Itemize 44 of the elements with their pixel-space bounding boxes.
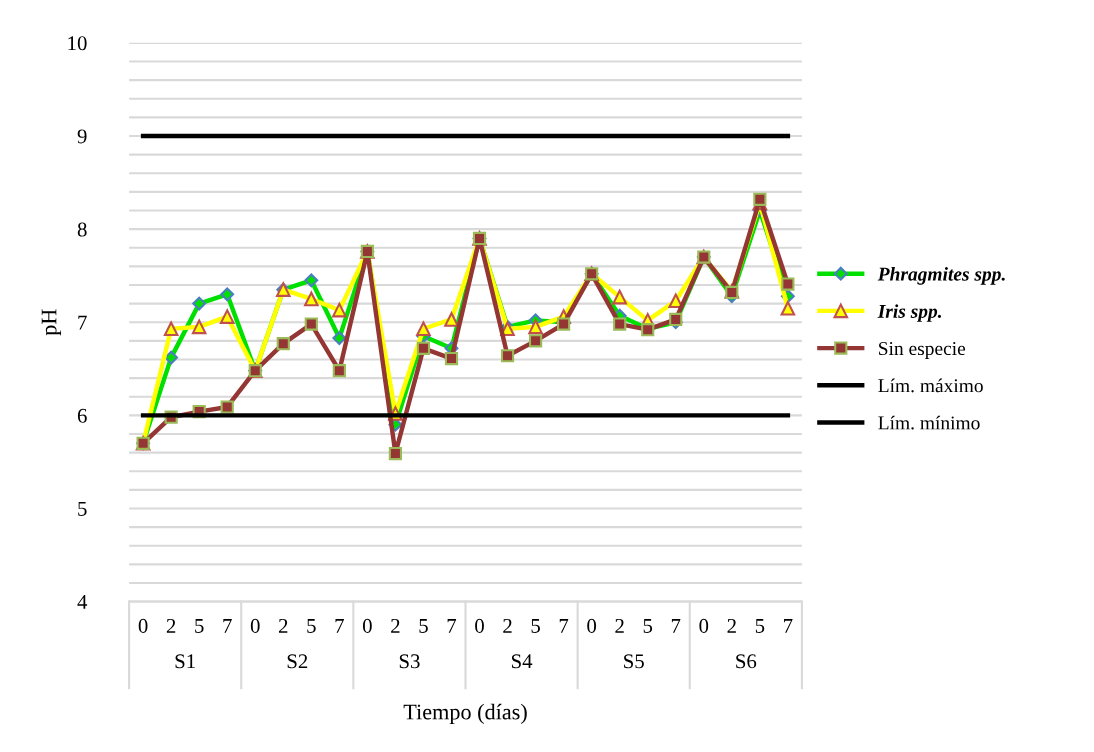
x-tick-label: 0 [699, 618, 709, 633]
x-tick-label: 0 [138, 618, 148, 633]
x-tick-label: 2 [166, 618, 176, 633]
x-tick-label: 0 [475, 618, 484, 633]
x-tick-label: 7 [447, 619, 457, 633]
text: S5 [624, 654, 644, 669]
x-tick-label: 7 [335, 619, 344, 633]
x-tick-label: 2 [727, 618, 736, 633]
text: S4 [511, 654, 533, 669]
x-tick-label: 7 [559, 619, 569, 633]
text: S6 [736, 654, 757, 669]
x-tick-label: 7 [784, 619, 793, 633]
legend-label: Lím. máximo [878, 378, 983, 393]
y-tick-label: 4 [77, 595, 88, 609]
legend-label: Sin especie [879, 342, 966, 360]
x-tick-label: 2 [391, 618, 400, 633]
legend-label: Iris spp. [877, 304, 941, 322]
x-tick-label: 5 [195, 619, 204, 633]
x-tick-label: 5 [307, 619, 316, 633]
x-tick-label: 7 [671, 619, 681, 633]
x-tick-label: 5 [531, 619, 540, 633]
y-tick-label: 7 [78, 315, 87, 330]
legend-label: Phragmites spp. [877, 267, 1005, 285]
y-tick-label: 10 [68, 36, 87, 51]
text: S2 [287, 654, 308, 669]
x-axis-title: Tiempo (días) [403, 703, 527, 725]
x-tick-label: 5 [643, 619, 653, 633]
y-tick-label: 9 [77, 129, 87, 144]
y-tick-label: 6 [77, 408, 87, 423]
y-tick-label: 5 [78, 502, 87, 516]
x-tick-label: 2 [278, 618, 288, 633]
x-tick-label: 0 [587, 618, 597, 633]
x-tick-label: 5 [755, 619, 765, 633]
y-tick-label: 8 [77, 222, 87, 237]
x-tick-label: 0 [250, 618, 260, 633]
x-tick-label: 5 [419, 619, 428, 633]
legend-label: Lím. mínimo [878, 415, 980, 430]
x-tick-label: 2 [503, 618, 512, 633]
text: S1 [175, 654, 195, 669]
x-tick-label: 7 [223, 619, 232, 633]
text: S3 [399, 654, 420, 669]
y-axis-title: pH [41, 309, 62, 336]
x-tick-label: 0 [362, 618, 372, 633]
x-tick-label: 2 [615, 618, 624, 633]
